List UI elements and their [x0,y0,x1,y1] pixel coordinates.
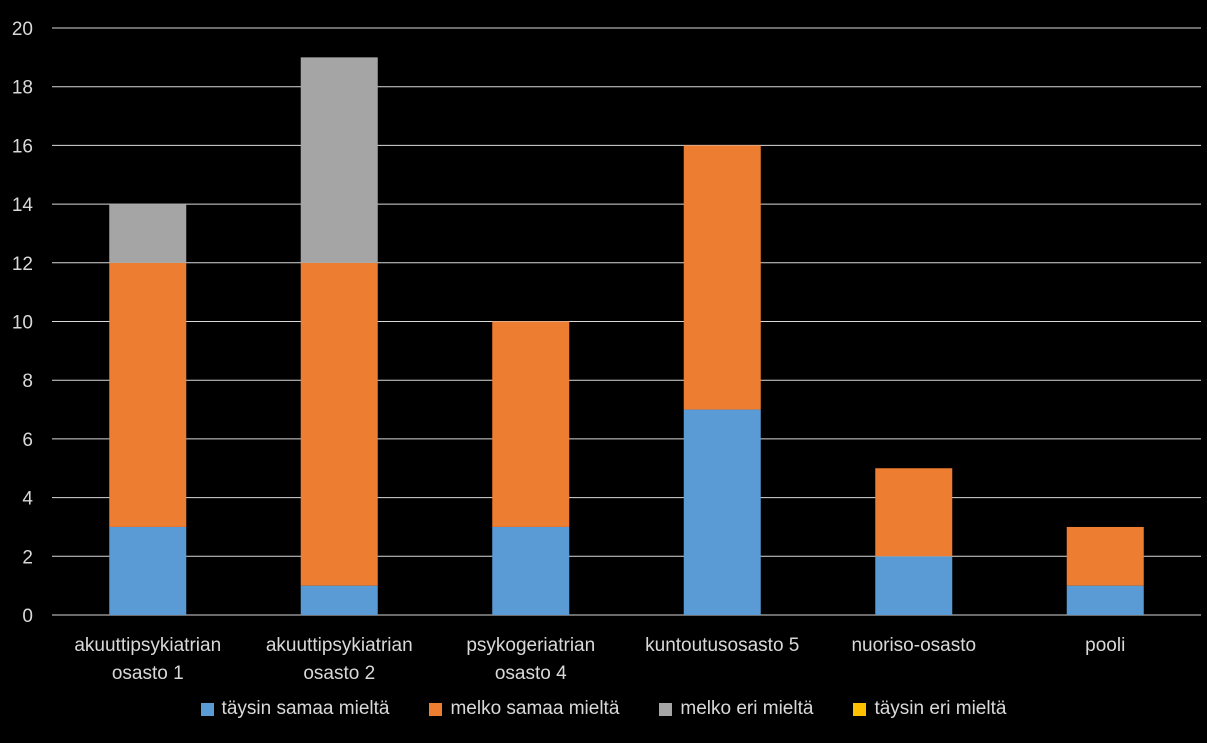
legend-item: täysin eri mieltä [853,698,1006,720]
y-tick-label: 4 [22,489,33,510]
x-category-label: osasto 2 [303,663,375,684]
y-tick-label: 2 [22,547,33,568]
legend-swatch [659,702,673,716]
bar-segment [683,145,761,410]
x-category-label: pooli [1085,635,1125,656]
y-tick-label: 12 [12,254,33,275]
legend-label: täysin eri mieltä [874,698,1007,719]
x-category-label: osasto 1 [112,663,184,684]
bar-segment [875,556,953,615]
bar-segment [109,204,187,263]
legend-label: täysin samaa mieltä [221,698,390,719]
bar-segment [300,585,378,615]
legend-item: melko samaa mieltä [429,698,619,720]
bar-segment [1066,585,1144,615]
bars [109,57,1144,615]
y-tick-label: 18 [12,78,33,99]
legend-item: melko eri mieltä [659,698,813,720]
y-tick-label: 16 [12,136,33,157]
y-tick-label: 10 [12,313,33,334]
y-tick-label: 0 [22,606,33,627]
x-category-label: nuoriso-osasto [851,635,976,656]
bar-segment [109,526,187,615]
legend: täysin samaa mieltä melko samaa mieltä mel… [0,692,1207,726]
x-category-label: psykogeriatrian [466,635,595,656]
legend-label: melko eri mieltä [680,698,814,719]
x-category-label: kuntoutusosasto 5 [645,635,799,656]
bar-segment [875,468,953,557]
legend-label: melko samaa mieltä [450,698,620,719]
stacked-bar-chart: 0 2 4 6 8 10 12 14 16 18 20 akuuttipsykiatrian osas… [12,19,1201,684]
x-category-label: osasto 4 [495,663,567,684]
bar-segment [300,262,378,586]
bar-segment [109,262,187,527]
bar-segment [683,409,761,615]
x-category-label: akuuttipsykiatrian [266,635,413,656]
legend-swatch [429,702,443,716]
bar-segment [492,526,570,615]
bar-segment [492,321,570,527]
legend-swatch [853,702,867,716]
x-axis-category-labels: akuuttipsykiatrian osasto 1 akuuttipsykiat… [74,635,1125,684]
x-category-label: akuuttipsykiatrian [74,635,221,656]
y-tick-label: 20 [12,19,33,40]
y-tick-label: 8 [22,371,33,392]
bar-segment [1066,526,1144,586]
y-tick-label: 14 [12,195,34,216]
y-axis-tick-labels: 0 2 4 6 8 10 12 14 16 18 20 [12,19,34,627]
bar-segment [300,57,378,263]
gridlines [52,27,1201,616]
y-tick-label: 6 [22,430,33,451]
legend-item: täysin samaa mieltä [200,698,390,720]
legend-swatch [200,702,214,716]
